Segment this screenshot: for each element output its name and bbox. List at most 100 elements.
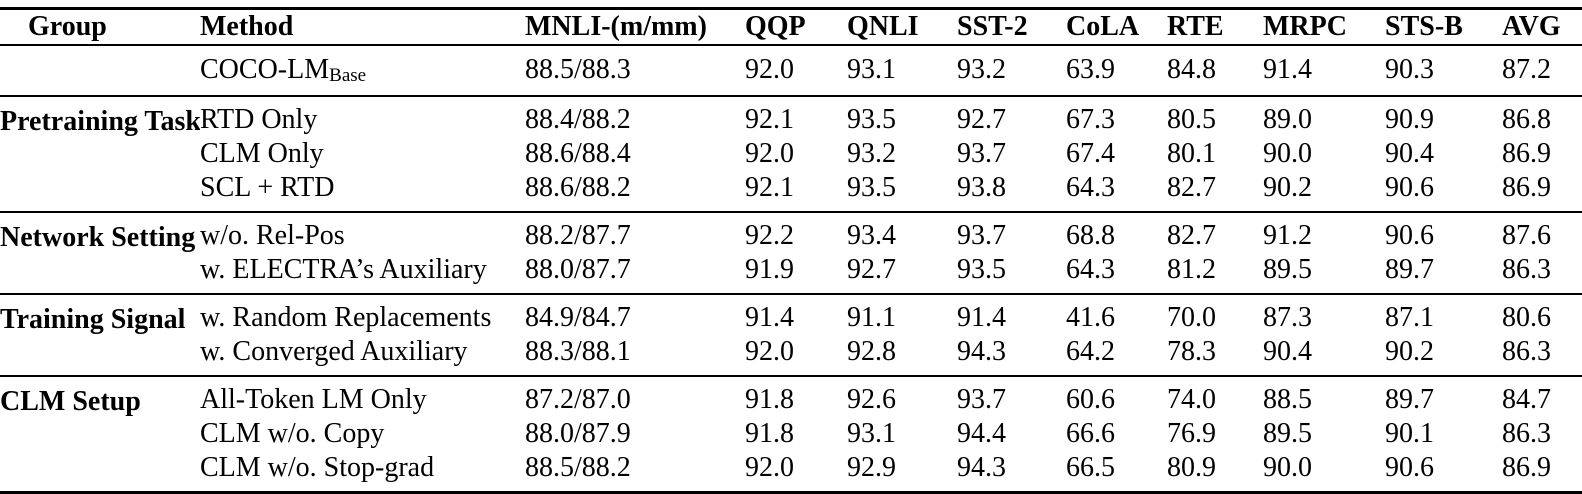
score-cell: 90.4 bbox=[1263, 336, 1312, 367]
method-name: CLM w/o. Copy bbox=[200, 418, 385, 449]
score-cell: 64.2 bbox=[1066, 336, 1115, 367]
score-cell: 93.2 bbox=[957, 54, 1006, 85]
method-label: RTD Only bbox=[200, 96, 525, 137]
score-cell: 70.0 bbox=[1167, 302, 1216, 333]
table-section: Pretraining Task RTD Only 88.4/88.2 92.1 93.… bbox=[0, 96, 1582, 212]
score-cell: 84.7 bbox=[1502, 384, 1551, 415]
column-header-rte: RTE bbox=[1167, 8, 1263, 46]
score-cell: 93.7 bbox=[957, 220, 1006, 251]
score-cell: 88.4/88.2 bbox=[525, 104, 631, 135]
score-cell: 87.6 bbox=[1502, 220, 1551, 251]
table-section: Network Setting w/o. Rel-Pos 88.2/87.7 92.2… bbox=[0, 212, 1582, 294]
score-cell: 93.2 bbox=[847, 138, 896, 169]
score-cell: 90.1 bbox=[1385, 418, 1434, 449]
table-section: Training Signal w. Random Replacements 84.… bbox=[0, 294, 1582, 376]
score-cell: 89.7 bbox=[1385, 384, 1434, 415]
column-header-avg: AVG bbox=[1502, 8, 1582, 46]
score-cell: 89.5 bbox=[1263, 254, 1312, 285]
score-cell: 87.3 bbox=[1263, 302, 1312, 333]
score-cell: 87.2/87.0 bbox=[525, 384, 631, 415]
method-label: w. ELECTRA’s Auxiliary bbox=[200, 253, 525, 294]
table-row: w. ELECTRA’s Auxiliary 88.0/87.7 91.9 92.7 9… bbox=[0, 253, 1582, 294]
score-cell: 91.2 bbox=[1263, 220, 1312, 251]
table-row: Network Setting w/o. Rel-Pos 88.2/87.7 92.2… bbox=[0, 212, 1582, 254]
method-name: All-Token LM Only bbox=[200, 384, 427, 415]
table-section: COCO-LMBase 88.5/88.3 92.0 93.1 93.2 63.9 84.8… bbox=[0, 45, 1582, 96]
score-cell: 66.5 bbox=[1066, 452, 1115, 483]
score-cell: 82.7 bbox=[1167, 220, 1216, 251]
table-row: CLM w/o. Stop-grad 88.5/88.2 92.0 92.9 94.3 6… bbox=[0, 451, 1582, 493]
method-name: CLM w/o. Stop-grad bbox=[200, 452, 435, 483]
score-cell: 63.9 bbox=[1066, 54, 1115, 85]
score-cell: 84.9/84.7 bbox=[525, 302, 631, 333]
score-cell: 86.9 bbox=[1502, 138, 1551, 169]
group-label: Network Setting bbox=[0, 222, 196, 253]
column-header-mrpc: MRPC bbox=[1263, 8, 1385, 46]
score-cell: 88.5 bbox=[1263, 384, 1312, 415]
table-row: SCL + RTD 88.6/88.2 92.1 93.5 93.8 64.3 82.7 90… bbox=[0, 171, 1582, 212]
score-cell: 84.8 bbox=[1167, 54, 1216, 85]
column-header-method: Method bbox=[200, 8, 525, 46]
column-header-sts-b: STS-B bbox=[1385, 8, 1502, 46]
method-label: SCL + RTD bbox=[200, 171, 525, 212]
score-cell: 92.0 bbox=[745, 54, 794, 85]
score-cell: 93.7 bbox=[957, 384, 1006, 415]
method-subscript: Base bbox=[329, 65, 367, 87]
score-cell: 93.5 bbox=[847, 172, 896, 203]
score-cell: 87.2 bbox=[1502, 54, 1551, 85]
score-cell: 93.5 bbox=[957, 254, 1006, 285]
score-cell: 91.8 bbox=[745, 384, 794, 415]
method-label: CLM w/o. Stop-grad bbox=[200, 451, 525, 493]
score-cell: 92.9 bbox=[847, 452, 896, 483]
score-cell: 64.3 bbox=[1066, 254, 1115, 285]
score-cell: 93.8 bbox=[957, 172, 1006, 203]
table-row: COCO-LMBase 88.5/88.3 92.0 93.1 93.2 63.9 84.8… bbox=[0, 45, 1582, 96]
score-cell: 91.8 bbox=[745, 418, 794, 449]
column-header-qqp: QQP bbox=[745, 8, 847, 46]
method-name: w. Converged Auxiliary bbox=[200, 336, 468, 367]
table-row: CLM Setup All-Token LM Only 87.2/87.0 91.8 9… bbox=[0, 376, 1582, 418]
score-cell: 78.3 bbox=[1167, 336, 1216, 367]
score-cell: 90.6 bbox=[1385, 172, 1434, 203]
score-cell: 91.4 bbox=[957, 302, 1006, 333]
method-label: CLM w/o. Copy bbox=[200, 417, 525, 451]
method-name: SCL + RTD bbox=[200, 172, 335, 203]
score-cell: 92.7 bbox=[847, 254, 896, 285]
table-header: Group Method MNLI-(m/mm) QQP QNLI SST-2 CoLA RT… bbox=[0, 8, 1582, 46]
table-section: CLM Setup All-Token LM Only 87.2/87.0 91.8 9… bbox=[0, 376, 1582, 493]
score-cell: 93.4 bbox=[847, 220, 896, 251]
score-cell: 93.7 bbox=[957, 138, 1006, 169]
score-cell: 91.9 bbox=[745, 254, 794, 285]
score-cell: 86.9 bbox=[1502, 452, 1551, 483]
method-name: CLM Only bbox=[200, 138, 324, 169]
score-cell: 64.3 bbox=[1066, 172, 1115, 203]
score-cell: 80.1 bbox=[1167, 138, 1216, 169]
score-cell: 91.4 bbox=[1263, 54, 1312, 85]
score-cell: 94.4 bbox=[957, 418, 1006, 449]
method-name: RTD Only bbox=[200, 104, 318, 135]
score-cell: 88.2/87.7 bbox=[525, 220, 631, 251]
score-cell: 67.4 bbox=[1066, 138, 1115, 169]
score-cell: 86.9 bbox=[1502, 172, 1551, 203]
column-header-cola: CoLA bbox=[1066, 8, 1167, 46]
score-cell: 92.6 bbox=[847, 384, 896, 415]
group-label: Pretraining Task bbox=[0, 106, 200, 137]
column-header-mnli-m-mm-: MNLI-(m/mm) bbox=[525, 8, 745, 46]
score-cell: 92.1 bbox=[745, 172, 794, 203]
score-cell: 88.0/87.9 bbox=[525, 418, 631, 449]
score-cell: 90.6 bbox=[1385, 220, 1434, 251]
score-cell: 92.0 bbox=[745, 452, 794, 483]
score-cell: 86.3 bbox=[1502, 336, 1551, 367]
column-header-sst-2: SST-2 bbox=[957, 8, 1066, 46]
score-cell: 90.0 bbox=[1263, 452, 1312, 483]
score-cell: 80.5 bbox=[1167, 104, 1216, 135]
method-name: w. Random Replacements bbox=[200, 302, 492, 333]
score-cell: 94.3 bbox=[957, 336, 1006, 367]
score-cell: 89.0 bbox=[1263, 104, 1312, 135]
score-cell: 92.8 bbox=[847, 336, 896, 367]
score-cell: 88.5/88.2 bbox=[525, 452, 631, 483]
method-label: CLM Only bbox=[200, 137, 525, 171]
table-row: CLM Only 88.6/88.4 92.0 93.2 93.7 67.4 80.1 90.… bbox=[0, 137, 1582, 171]
score-cell: 81.2 bbox=[1167, 254, 1216, 285]
